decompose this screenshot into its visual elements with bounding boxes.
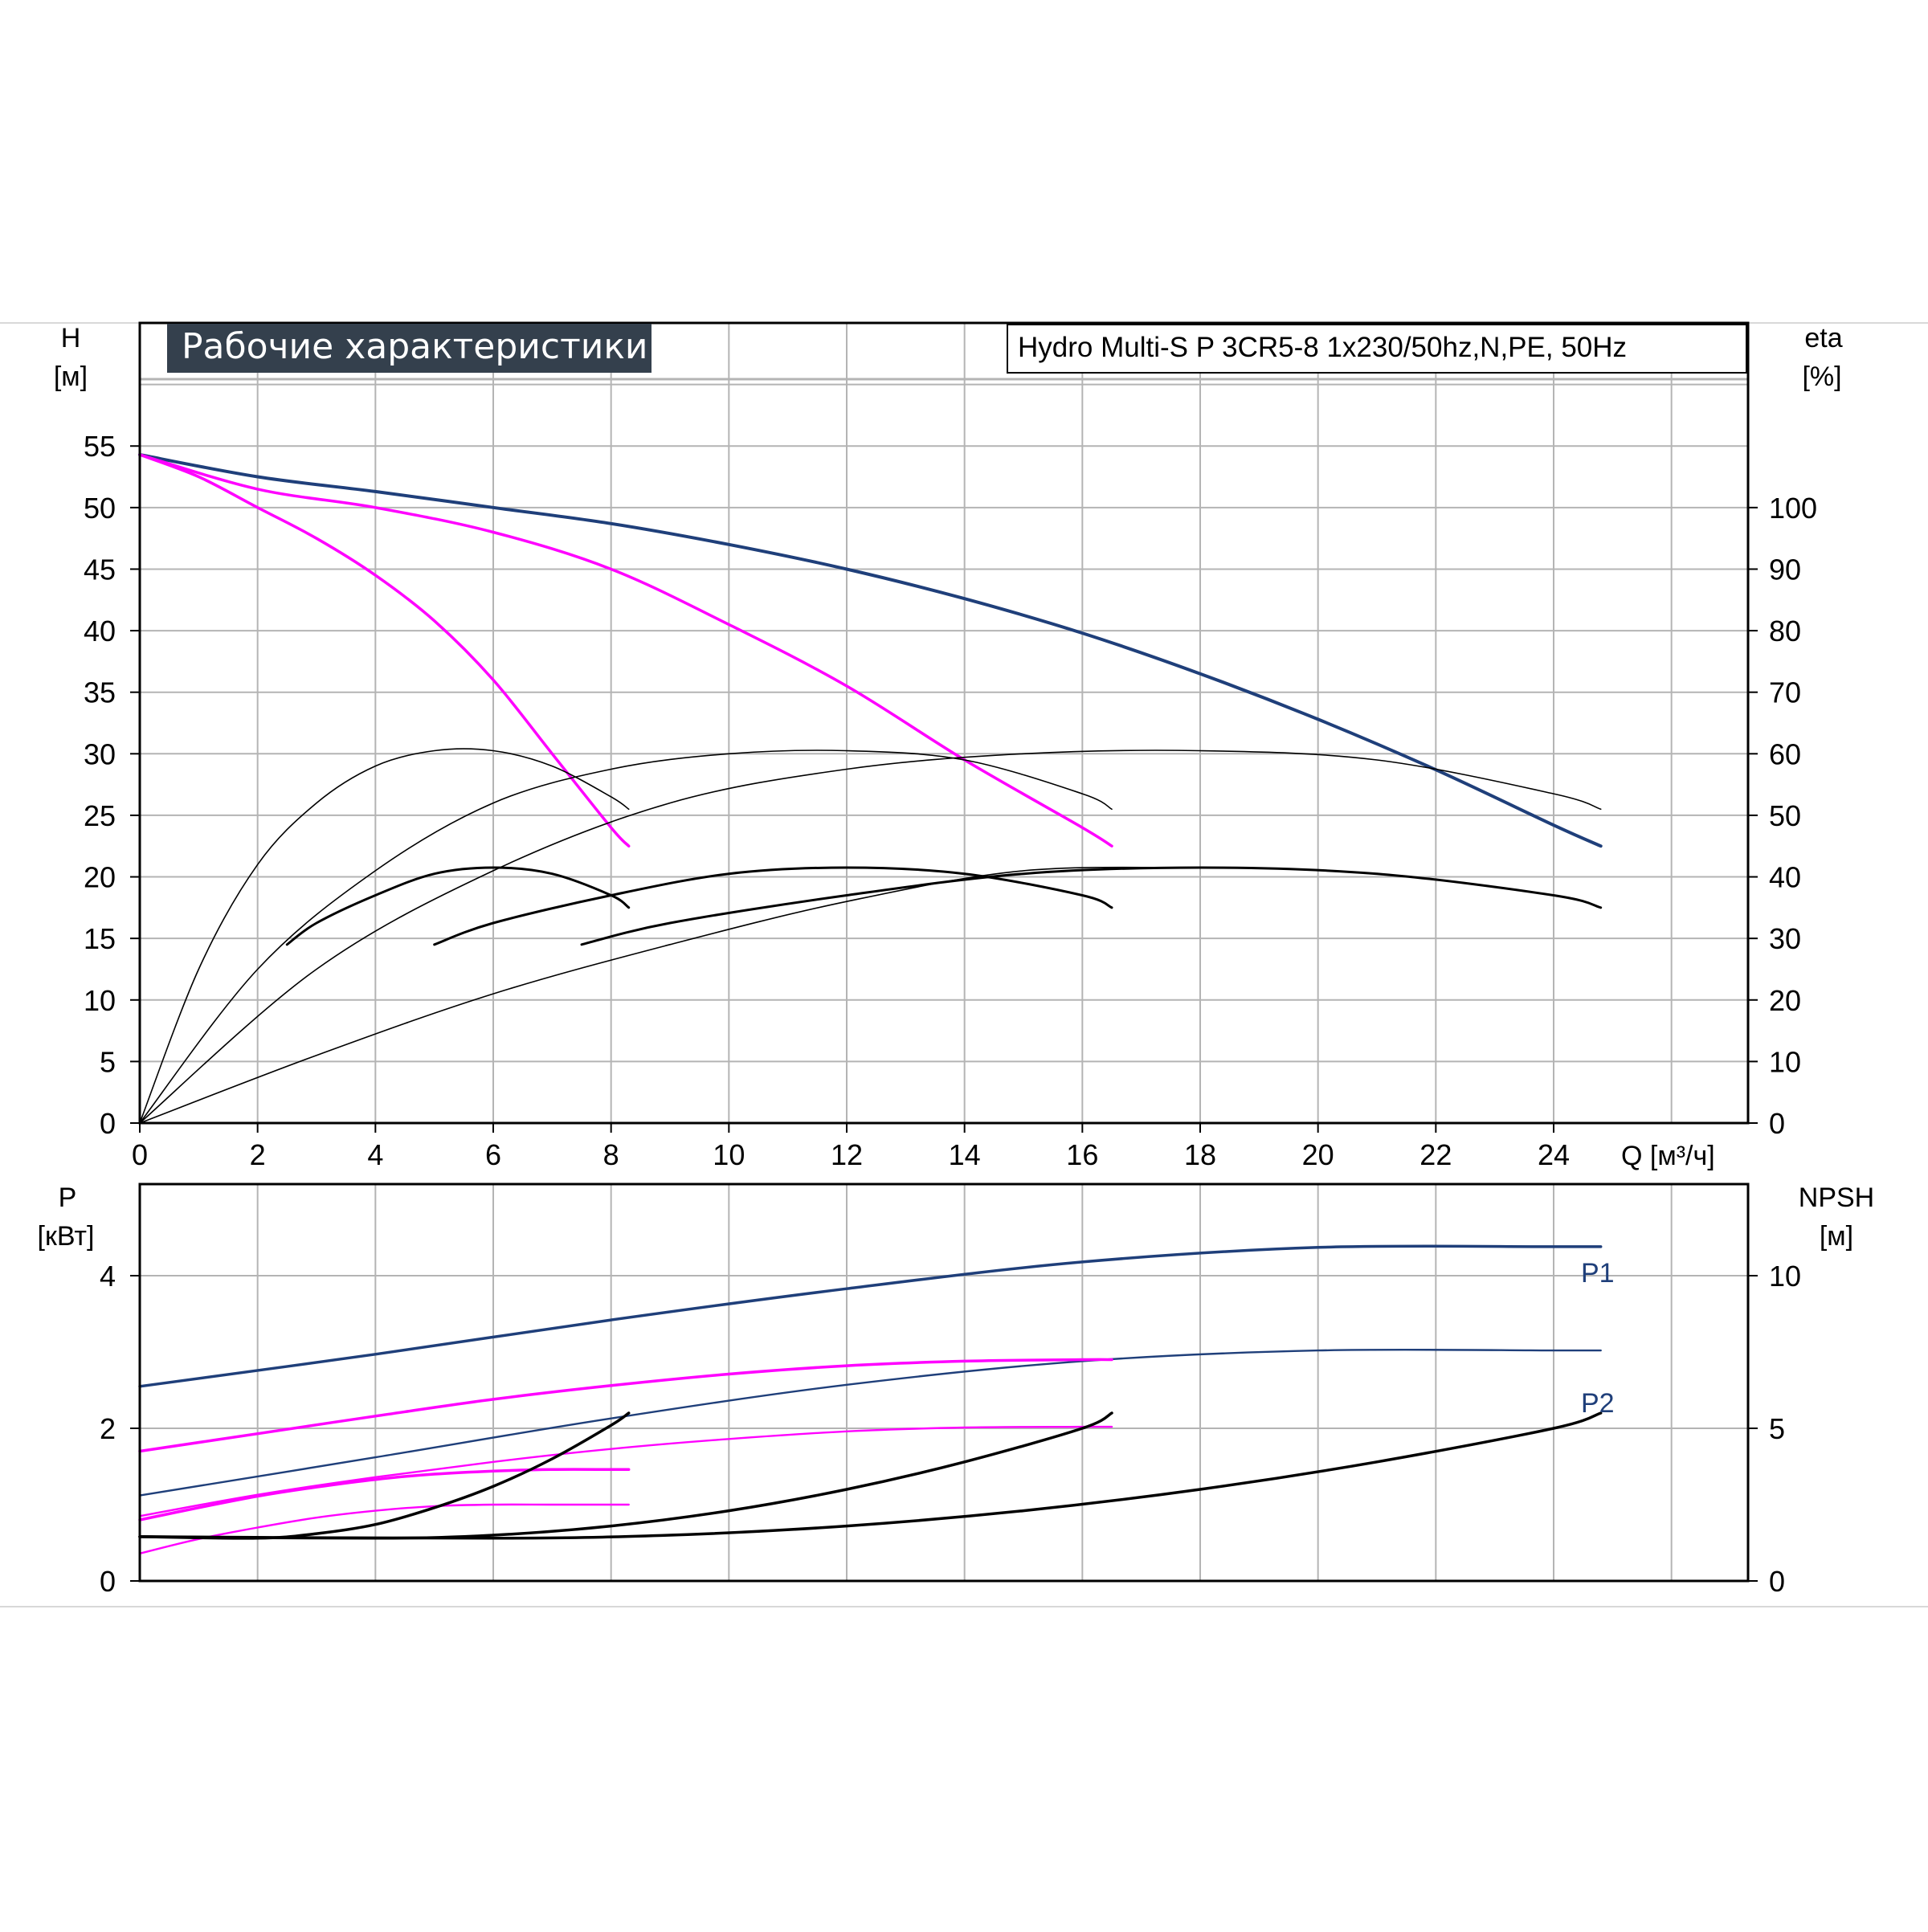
top-plot-border bbox=[138, 321, 1750, 1125]
bottom-series-1 bbox=[138, 1348, 1602, 1497]
top-panel: 0 2 4 6 8 10 12 14 16 18 20 22 240510152025303540455… bbox=[54, 321, 1843, 1171]
npsh-tick-label: 5 bbox=[1769, 1412, 1785, 1445]
x-tick-label: 10 bbox=[713, 1138, 745, 1171]
top-series-1 bbox=[138, 453, 1113, 848]
top-ticks: 0 2 4 6 8 10 12 14 16 18 20 22 240510152025303540455… bbox=[84, 430, 1817, 1171]
y-left-tick-label: 55 bbox=[84, 430, 116, 463]
npsh-axis-label: NPSH bbox=[1799, 1182, 1874, 1213]
top-series-4 bbox=[139, 750, 1113, 1124]
y-left-tick-label: 30 bbox=[84, 737, 116, 770]
y-right-tick-label: 10 bbox=[1769, 1045, 1801, 1078]
y-left-tick-label: 5 bbox=[100, 1045, 116, 1078]
y-right-tick-label: 70 bbox=[1769, 676, 1801, 709]
x-tick-label: 6 bbox=[485, 1138, 501, 1171]
y-left-tick-label: 15 bbox=[84, 922, 116, 955]
y-left-tick-label: 35 bbox=[84, 676, 116, 709]
bottom-series-3 bbox=[138, 1425, 1113, 1517]
y-right-tick-label: 90 bbox=[1769, 553, 1801, 586]
chart-subtitle: Hydro Multi-S P 3CR5-8 1x230/50hz,N,PE, … bbox=[1018, 332, 1627, 363]
npsh-tick-label: 10 bbox=[1769, 1260, 1801, 1293]
top-series-2 bbox=[138, 453, 631, 848]
top-plot-area bbox=[140, 323, 1748, 1123]
y-left-tick-label: 0 bbox=[100, 1107, 116, 1140]
annotation-p1: P1 bbox=[1581, 1258, 1615, 1289]
y-left-tick-label: 50 bbox=[84, 492, 116, 525]
x-tick-label: 0 bbox=[132, 1138, 148, 1171]
p-tick-label: 2 bbox=[100, 1412, 116, 1445]
bottom-series-4 bbox=[138, 1468, 631, 1522]
y-right-tick-label: 30 bbox=[1769, 922, 1801, 955]
top-series-7 bbox=[433, 866, 1113, 946]
y-right-tick-label: 50 bbox=[1769, 799, 1801, 832]
y-right-tick-label: 0 bbox=[1769, 1107, 1785, 1140]
x-axis-label: Q [м³/ч] bbox=[1621, 1141, 1715, 1171]
x-tick-label: 18 bbox=[1184, 1138, 1216, 1171]
top-series-5 bbox=[139, 750, 1602, 1124]
y-left-tick-label: 40 bbox=[84, 615, 116, 647]
y-right-tick-label: 80 bbox=[1769, 615, 1801, 647]
bottom-panel: 0 2 4 0 5 10 P [кВт] NPSH [м] P1 P2 bbox=[38, 1182, 1875, 1598]
annotation-p2: P2 bbox=[1581, 1388, 1615, 1419]
x-tick-label: 14 bbox=[949, 1138, 981, 1171]
top-series-0 bbox=[138, 453, 1603, 848]
y-left-unit: [м] bbox=[54, 361, 88, 392]
top-series-8 bbox=[580, 866, 1603, 946]
bottom-ticks: 0 2 4 0 5 10 bbox=[100, 1260, 1801, 1598]
y-left-tick-label: 20 bbox=[84, 861, 116, 894]
x-tick-label: 24 bbox=[1538, 1138, 1570, 1171]
bottom-series-5 bbox=[138, 1503, 630, 1554]
y-right-tick-label: 100 bbox=[1769, 492, 1817, 525]
y-left-tick-label: 45 bbox=[84, 553, 116, 586]
npsh-tick-label: 0 bbox=[1769, 1565, 1785, 1598]
x-tick-label: 2 bbox=[250, 1138, 266, 1171]
bottom-plot-area bbox=[140, 1184, 1748, 1581]
npsh-axis-unit: [м] bbox=[1820, 1221, 1853, 1252]
y-right-tick-label: 40 bbox=[1769, 861, 1801, 894]
top-grid bbox=[140, 323, 1748, 1123]
x-tick-label: 4 bbox=[367, 1138, 383, 1171]
p-axis-unit: [кВт] bbox=[38, 1221, 95, 1252]
bottom-series-8 bbox=[138, 1411, 1603, 1540]
y-left-tick-label: 25 bbox=[84, 799, 116, 832]
bottom-series-2 bbox=[138, 1358, 1113, 1453]
top-series-3 bbox=[139, 748, 630, 1124]
y-right-tick-label: 60 bbox=[1769, 737, 1801, 770]
p-tick-label: 4 bbox=[100, 1260, 116, 1293]
bottom-grid bbox=[140, 1184, 1748, 1581]
top-series-group bbox=[138, 453, 1603, 1124]
y-left-tick-label: 10 bbox=[84, 984, 116, 1017]
subtitle-box bbox=[1007, 324, 1747, 374]
x-tick-label: 22 bbox=[1419, 1138, 1452, 1171]
chart-title: Рабочие характеристики bbox=[182, 326, 648, 367]
top-series-6 bbox=[285, 866, 631, 946]
y-right-label: eta bbox=[1804, 323, 1842, 353]
title-box bbox=[167, 324, 652, 373]
p-tick-label: 0 bbox=[100, 1565, 116, 1598]
bottom-series-0 bbox=[138, 1244, 1603, 1388]
x-tick-label: 12 bbox=[831, 1138, 863, 1171]
x-tick-label: 8 bbox=[603, 1138, 619, 1171]
bottom-plot-border bbox=[138, 1182, 1750, 1583]
y-left-label: H bbox=[61, 323, 81, 353]
p-axis-label: P bbox=[59, 1182, 77, 1213]
top-series-9 bbox=[139, 866, 1201, 1124]
y-right-tick-label: 20 bbox=[1769, 984, 1801, 1017]
y-right-unit: [%] bbox=[1802, 361, 1841, 392]
x-tick-label: 20 bbox=[1302, 1138, 1334, 1171]
x-tick-label: 16 bbox=[1066, 1138, 1098, 1171]
bottom-series-group bbox=[138, 1244, 1603, 1554]
